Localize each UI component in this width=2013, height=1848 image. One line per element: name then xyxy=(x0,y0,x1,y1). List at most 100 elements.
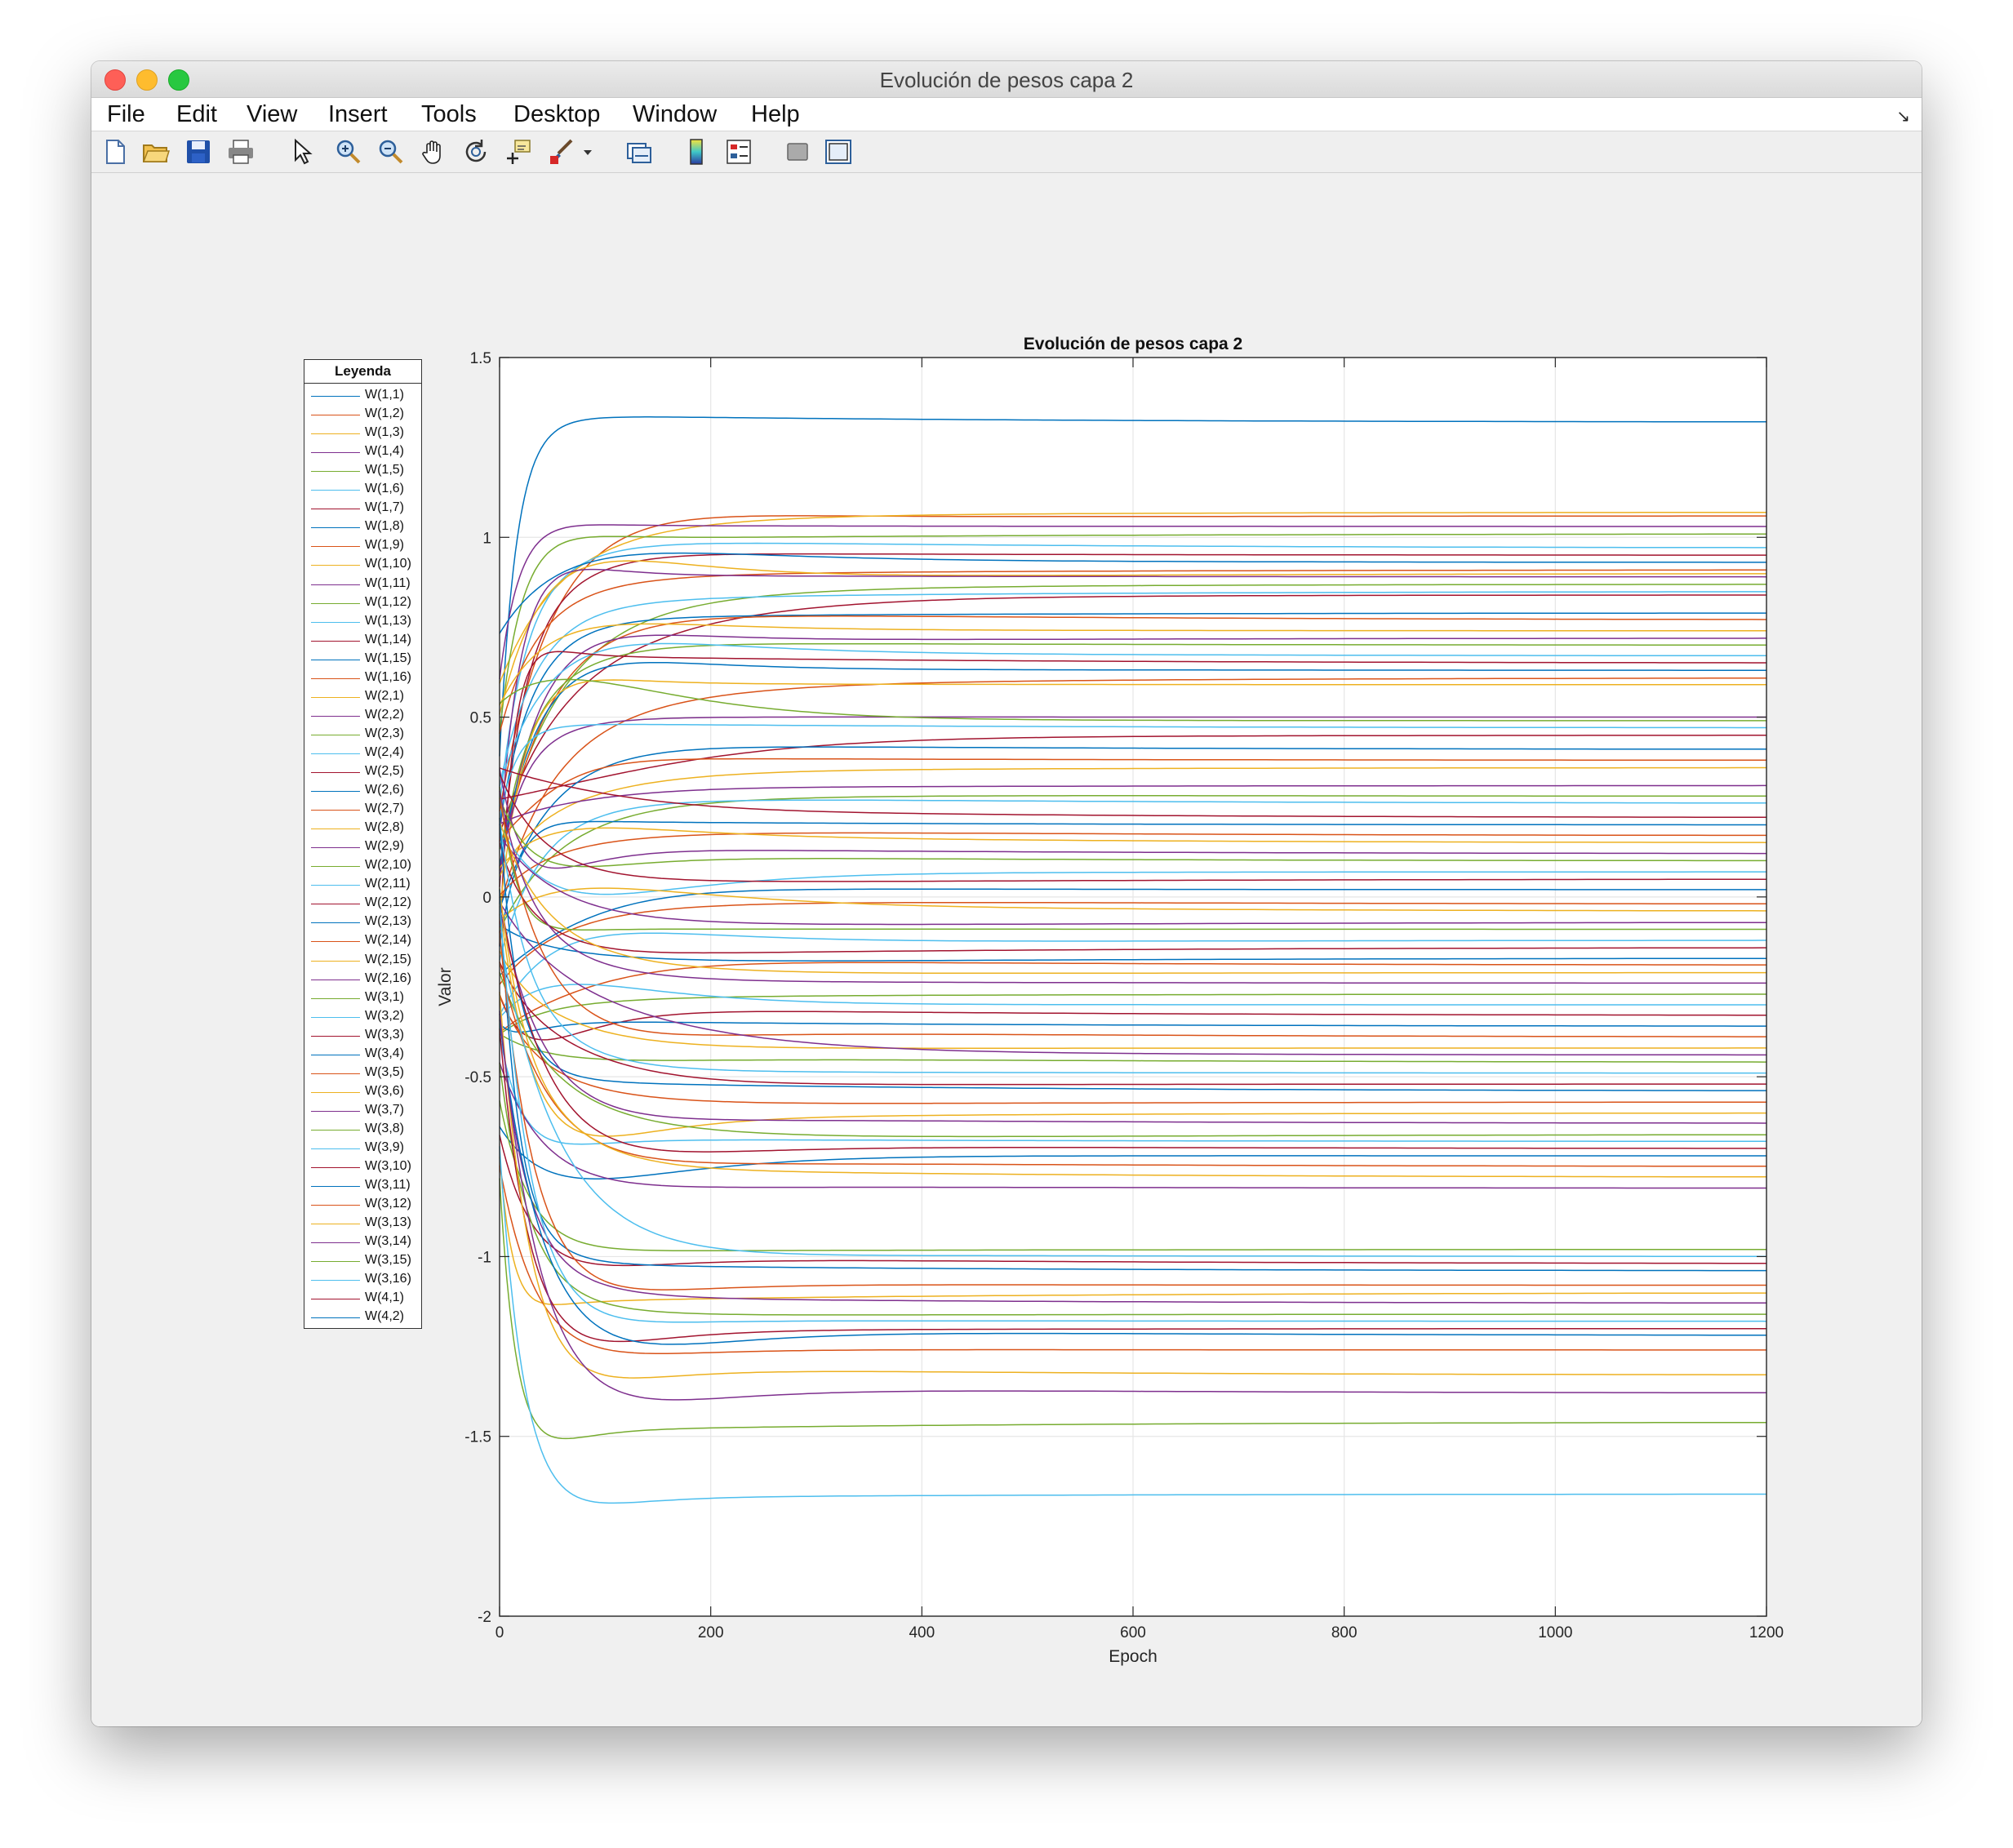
undock-arrow-icon[interactable]: ↘ xyxy=(1896,108,1910,126)
legend-entry[interactable]: W(2,16) xyxy=(304,971,421,989)
series-line xyxy=(499,560,1766,715)
legend-entry[interactable]: W(3,5) xyxy=(304,1064,421,1083)
legend-entry[interactable]: W(2,5) xyxy=(304,763,421,782)
series-line xyxy=(499,716,1766,871)
legend-entry[interactable]: W(2,14) xyxy=(304,932,421,951)
menu-edit[interactable]: Edit xyxy=(176,101,217,127)
legend-entry[interactable]: W(1,2) xyxy=(304,406,421,424)
legend-entry[interactable]: W(2,2) xyxy=(304,707,421,726)
legend-entry[interactable]: W(2,3) xyxy=(304,726,421,744)
legend-entry[interactable]: W(4,2) xyxy=(304,1308,421,1327)
series-line xyxy=(499,584,1766,850)
legend-entry[interactable]: W(1,7) xyxy=(304,500,421,518)
legend-entry[interactable]: W(1,14) xyxy=(304,632,421,651)
series-line xyxy=(499,524,1766,680)
hide-plot-tools-icon[interactable] xyxy=(784,138,811,166)
legend-entry-label: W(3,16) xyxy=(365,1272,411,1286)
series-line xyxy=(499,994,1766,1041)
legend-entry[interactable]: W(2,8) xyxy=(304,820,421,838)
menu-view[interactable]: View xyxy=(247,101,298,127)
menu-insert[interactable]: Insert xyxy=(328,101,388,127)
series-line xyxy=(499,896,1766,1153)
legend[interactable]: Leyenda W(1,1) W(1,2) W(1,3) W(1,4) W(1,5) W(… xyxy=(304,359,422,1329)
legend-entry[interactable]: W(3,12) xyxy=(304,1196,421,1215)
rotate-3d-icon[interactable] xyxy=(462,138,490,166)
legend-entry[interactable]: W(2,11) xyxy=(304,876,421,895)
link-plot-icon[interactable] xyxy=(625,138,653,166)
maximize-window-button[interactable] xyxy=(168,69,189,91)
save-icon[interactable] xyxy=(184,138,212,166)
open-file-icon[interactable] xyxy=(142,138,170,166)
minimize-window-button[interactable] xyxy=(136,69,158,91)
legend-entry[interactable]: W(2,15) xyxy=(304,952,421,971)
menu-tools[interactable]: Tools xyxy=(421,101,477,127)
series-line xyxy=(499,901,1766,1056)
x-tick-label: 800 xyxy=(1331,1624,1358,1641)
legend-entry[interactable]: W(1,13) xyxy=(304,613,421,632)
menu-desktop[interactable]: Desktop xyxy=(513,101,601,127)
print-icon[interactable] xyxy=(227,138,255,166)
legend-entry[interactable]: W(3,8) xyxy=(304,1121,421,1139)
legend-entry[interactable]: W(3,15) xyxy=(304,1252,421,1271)
legend-entry[interactable]: W(1,9) xyxy=(304,537,421,556)
plot-area[interactable]: 0 200 400 600 800 1000 1200 -2 -1.5 -1 -0.5 0 0.5 1 1.… xyxy=(91,173,1922,1726)
legend-entry[interactable]: W(1,1) xyxy=(304,387,421,406)
legend-entry[interactable]: W(1,5) xyxy=(304,462,421,481)
select-arrow-icon[interactable] xyxy=(287,138,315,166)
legend-entry[interactable]: W(3,4) xyxy=(304,1046,421,1064)
legend-entry[interactable]: W(1,6) xyxy=(304,481,421,500)
legend-line-sample xyxy=(311,471,360,473)
legend-entry[interactable]: W(2,13) xyxy=(304,913,421,932)
legend-entry[interactable]: W(3,1) xyxy=(304,989,421,1008)
data-cursor-icon[interactable] xyxy=(504,138,532,166)
brush-icon[interactable] xyxy=(547,138,575,166)
zoom-in-icon[interactable] xyxy=(335,138,362,166)
new-figure-icon[interactable] xyxy=(101,138,129,166)
legend-entry[interactable]: W(2,10) xyxy=(304,857,421,876)
legend-entry[interactable]: W(3,10) xyxy=(304,1158,421,1177)
series-line xyxy=(499,679,1766,916)
legend-entry[interactable]: W(1,16) xyxy=(304,669,421,688)
legend-entry[interactable]: W(1,12) xyxy=(304,594,421,613)
legend-entry[interactable]: W(3,6) xyxy=(304,1083,421,1102)
legend-entry[interactable]: W(3,11) xyxy=(304,1177,421,1196)
legend-entry[interactable]: W(3,9) xyxy=(304,1139,421,1158)
legend-entry[interactable]: W(2,6) xyxy=(304,782,421,801)
legend-entry[interactable]: W(3,14) xyxy=(304,1233,421,1252)
legend-entry[interactable]: W(2,7) xyxy=(304,801,421,820)
insert-legend-icon[interactable] xyxy=(725,138,753,166)
legend-entry-label: W(1,13) xyxy=(365,613,411,628)
close-window-button[interactable] xyxy=(104,69,126,91)
legend-entry[interactable]: W(1,11) xyxy=(304,575,421,594)
legend-entry[interactable]: W(4,1) xyxy=(304,1290,421,1308)
legend-entry[interactable]: W(3,13) xyxy=(304,1215,421,1233)
legend-entry[interactable]: W(1,10) xyxy=(304,556,421,575)
legend-entry[interactable]: W(3,3) xyxy=(304,1027,421,1046)
legend-line-sample xyxy=(311,885,360,886)
pan-hand-icon[interactable] xyxy=(420,138,447,166)
legend-line-sample xyxy=(311,753,360,754)
menu-window[interactable]: Window xyxy=(633,101,718,127)
legend-entry[interactable]: W(1,15) xyxy=(304,651,421,669)
legend-entry[interactable]: W(2,9) xyxy=(304,838,421,857)
legend-entry[interactable]: W(3,2) xyxy=(304,1008,421,1027)
menu-file[interactable]: File xyxy=(107,101,145,127)
dropdown-caret-icon[interactable] xyxy=(581,138,594,166)
legend-entry[interactable]: W(3,7) xyxy=(304,1102,421,1121)
zoom-out-icon[interactable] xyxy=(377,138,405,166)
show-plot-tools-icon[interactable] xyxy=(824,138,852,166)
series-line xyxy=(499,799,1766,961)
legend-entry[interactable]: W(2,12) xyxy=(304,895,421,913)
series-line xyxy=(499,642,1766,868)
legend-entry[interactable]: W(2,1) xyxy=(304,688,421,707)
legend-entry[interactable]: W(2,4) xyxy=(304,744,421,763)
legend-entry[interactable]: W(1,4) xyxy=(304,443,421,462)
legend-entry[interactable]: W(1,8) xyxy=(304,518,421,537)
legend-entry[interactable]: W(3,16) xyxy=(304,1271,421,1290)
legend-entry[interactable]: W(1,3) xyxy=(304,424,421,443)
legend-line-sample xyxy=(311,584,360,585)
menu-help[interactable]: Help xyxy=(751,101,800,127)
y-tick-label: -1.5 xyxy=(464,1429,491,1446)
legend-line-sample xyxy=(311,960,360,962)
insert-colorbar-icon[interactable] xyxy=(682,138,710,166)
